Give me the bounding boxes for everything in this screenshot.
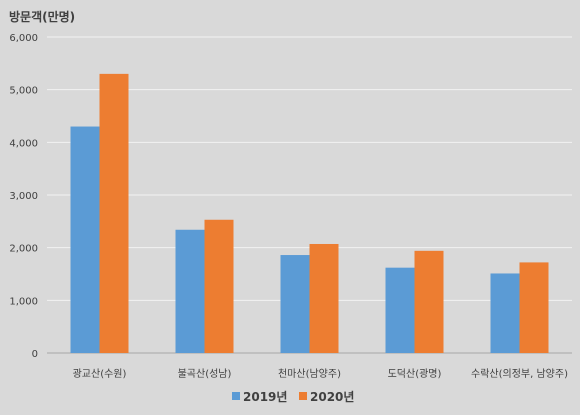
bar-1 — [280, 255, 310, 353]
y-tick-label: 2,000 — [9, 244, 38, 255]
x-category-label: 광교산(수원) — [73, 368, 127, 380]
legend-label: 2020년 — [310, 390, 354, 404]
x-category-labels: 광교산(수원) 불곡산(성남) 천마산(남양주) 도덕산(광명) 수락산(의정부, 남양… — [73, 368, 568, 380]
x-category-label: 도덕산(광명) — [388, 368, 442, 380]
x-category-label: 천마산(남양주) — [278, 368, 341, 380]
bar-1 — [385, 267, 415, 353]
legend-swatch — [299, 392, 307, 400]
bar-2 — [99, 73, 129, 353]
legend: 2019년 2020년 — [232, 390, 354, 404]
bar-2 — [414, 250, 444, 353]
x-category-label: 수락산(의정부, 남양주) — [471, 368, 568, 380]
bar-2 — [204, 219, 234, 353]
y-tick-label: 6,000 — [9, 33, 38, 44]
y-tick-label: 0 — [32, 349, 38, 360]
y-tick-label: 5,000 — [9, 86, 38, 97]
legend-swatch — [232, 392, 240, 400]
bar-1 — [490, 273, 520, 353]
y-tick-label: 4,000 — [9, 138, 38, 149]
bar-1 — [70, 126, 100, 354]
y-tick-labels: 0 1,000 2,000 3,000 4,000 5,000 6,000 — [9, 33, 38, 360]
bar-2 — [309, 243, 339, 353]
y-tick-label: 1,000 — [9, 296, 38, 307]
legend-label: 2019년 — [243, 390, 287, 404]
bar-2 — [519, 262, 549, 353]
x-category-label: 불곡산(성남) — [178, 368, 232, 380]
bars — [70, 73, 549, 354]
y-axis-title: 방문객(만명) — [9, 9, 75, 24]
y-tick-label: 3,000 — [9, 191, 38, 202]
bar-1 — [175, 229, 205, 353]
